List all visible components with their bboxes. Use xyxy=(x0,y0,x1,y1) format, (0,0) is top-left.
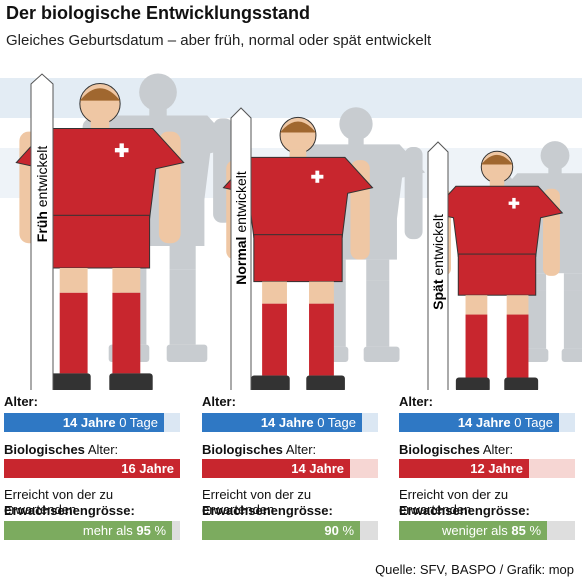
bio-fill: 16 Jahre xyxy=(4,459,180,478)
age-rest: 0 Tage xyxy=(119,415,158,430)
age-label: Alter: xyxy=(4,394,38,409)
reach-pre: mehr als xyxy=(82,523,133,538)
age-fill: 14 Jahre 0 Tage xyxy=(399,413,559,432)
reach-value: weniger als 85 % xyxy=(442,523,547,538)
reach-pre: weniger als xyxy=(441,523,508,538)
bio-label: Biologisches Alter: xyxy=(399,442,513,457)
title: Der biologische Entwicklungsstand xyxy=(6,3,311,23)
label-bold: Normal xyxy=(233,237,249,285)
reach-line1: Erreicht von der zu erwartenden xyxy=(4,487,114,517)
height-arrow xyxy=(230,107,252,390)
bio-label-rest: Alter: xyxy=(285,442,317,457)
subtitle: Gleiches Geburtsdatum – aber früh, norma… xyxy=(6,32,432,49)
reach-fill: 90 % xyxy=(202,521,360,540)
age-fill: 14 Jahre 0 Tage xyxy=(202,413,362,432)
player xyxy=(15,83,185,390)
reach-bar: 90 % xyxy=(202,521,378,540)
bio-fill: 14 Jahre xyxy=(202,459,350,478)
reach-post: % xyxy=(342,523,354,538)
reach-bold: 95 xyxy=(136,523,151,538)
bio-label-bold: Biologisches xyxy=(202,442,283,457)
reach-line2: Erwachsenengrösse: xyxy=(202,503,333,518)
reach-bold: 90 xyxy=(324,523,339,538)
reach-line1: Erreicht von der zu erwartenden xyxy=(202,487,312,517)
reach-bold: 85 xyxy=(511,523,526,538)
age-label: Alter: xyxy=(399,394,433,409)
age-rest: 0 Tage xyxy=(514,415,553,430)
bio-fill: 12 Jahre xyxy=(399,459,529,478)
reach-fill: weniger als 85 % xyxy=(399,521,547,540)
reach-post: % xyxy=(529,523,541,538)
panel: Alter: 14 Jahre 0 Tage Biologisches Alter:… xyxy=(395,390,577,550)
age-bar: 14 Jahre 0 Tage xyxy=(399,413,575,432)
age-bold: 14 Jahre xyxy=(457,415,511,430)
height-arrow xyxy=(427,141,449,390)
age-bar: 14 Jahre 0 Tage xyxy=(4,413,180,432)
age-value: 14 Jahre 0 Tage xyxy=(261,415,362,430)
bio-age: 16 Jahre xyxy=(121,461,174,476)
bio-label-bold: Biologisches xyxy=(4,442,85,457)
label-rest: entwickelt xyxy=(430,214,446,276)
age-label: Alter: xyxy=(202,394,236,409)
reach-fill: mehr als 95 % xyxy=(4,521,172,540)
age-bold: 14 Jahre xyxy=(62,415,116,430)
age-value: 14 Jahre 0 Tage xyxy=(458,415,559,430)
bio-label-bold: Biologisches xyxy=(399,442,480,457)
age-fill: 14 Jahre 0 Tage xyxy=(4,413,164,432)
label-bold: Früh xyxy=(34,211,50,242)
arrow-label: Normal entwickelt xyxy=(233,171,249,285)
panel: Alter: 14 Jahre 0 Tage Biologisches Alter:… xyxy=(0,390,182,550)
panel: Alter: 14 Jahre 0 Tage Biologisches Alter:… xyxy=(198,390,380,550)
reach-line1: Erreicht von der zu erwartenden xyxy=(399,487,509,517)
arrow-label: Früh entwickelt xyxy=(34,146,50,243)
bio-label-rest: Alter: xyxy=(87,442,119,457)
bio-bar: 16 Jahre xyxy=(4,459,180,478)
reach-bar: weniger als 85 % xyxy=(399,521,575,540)
bio-label: Biologisches Alter: xyxy=(4,442,118,457)
bio-bar: 14 Jahre xyxy=(202,459,378,478)
reach-bar: mehr als 95 % xyxy=(4,521,180,540)
age-bar: 14 Jahre 0 Tage xyxy=(202,413,378,432)
label-rest: entwickelt xyxy=(233,171,249,233)
source: Quelle: SFV, BASPO / Grafik: mop xyxy=(375,562,574,577)
reach-line2: Erwachsenengrösse: xyxy=(4,503,135,518)
bio-label: Biologisches Alter: xyxy=(202,442,316,457)
bio-age: 14 Jahre xyxy=(291,461,344,476)
bio-bar: 12 Jahre xyxy=(399,459,575,478)
reach-line2: Erwachsenengrösse: xyxy=(399,503,530,518)
age-value: 14 Jahre 0 Tage xyxy=(63,415,164,430)
bio-label-rest: Alter: xyxy=(482,442,514,457)
label-bold: Spät xyxy=(430,279,446,310)
label-rest: entwickelt xyxy=(34,146,50,208)
reach-value: 90 % xyxy=(324,523,360,538)
bio-age: 12 Jahre xyxy=(470,461,523,476)
reach-value: mehr als 95 % xyxy=(83,523,172,538)
age-rest: 0 Tage xyxy=(317,415,356,430)
height-arrow xyxy=(30,73,54,390)
age-bold: 14 Jahre xyxy=(260,415,314,430)
arrow-label: Spät entwickelt xyxy=(430,214,446,310)
reach-post: % xyxy=(154,523,166,538)
